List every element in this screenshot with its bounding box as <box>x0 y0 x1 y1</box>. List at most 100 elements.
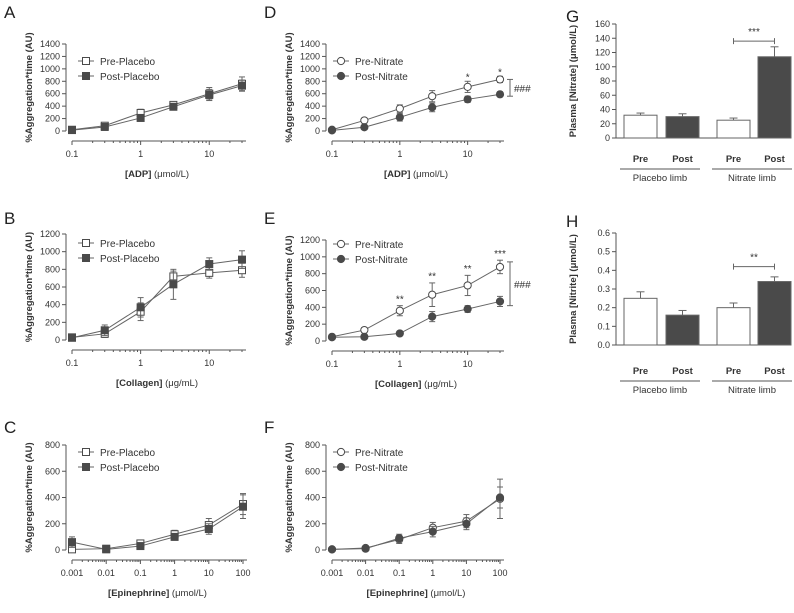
y-axis-title: Plasma [Nitrite] (μmol/L) <box>568 234 579 344</box>
legend-label: Pre-Nitrate <box>355 448 404 459</box>
data-point <box>205 90 214 99</box>
legend-marker <box>82 239 90 247</box>
significance-marker: ** <box>428 272 436 283</box>
x-tick-label: 0.1 <box>326 149 339 159</box>
x-axis-title-unit: (μmol/L) <box>169 588 207 599</box>
x-axis-title: [Collagen] (μg/mL) <box>116 378 198 389</box>
legend-label: Pre-Nitrate <box>355 240 404 251</box>
panel-letter-E: E <box>264 209 275 228</box>
y-tick-label: 0.4 <box>597 265 610 275</box>
data-point <box>360 116 369 125</box>
x-tick-label: 0.1 <box>326 359 339 369</box>
y-tick-label: 0.0 <box>597 340 610 350</box>
data-point <box>495 75 505 84</box>
series-line <box>71 85 243 131</box>
series-line <box>71 259 243 339</box>
data-point <box>463 304 472 314</box>
panel-letter-C: C <box>4 418 16 437</box>
x-axis-title: [Collagen] (μg/mL) <box>375 379 457 390</box>
y-tick-label: 600 <box>45 89 60 99</box>
x-tick-label: 10 <box>204 568 214 578</box>
significance-marker: * <box>466 73 470 84</box>
x-tick-label: 1 <box>397 359 402 369</box>
legend-marker <box>336 71 346 81</box>
x-tick-label: 0.1 <box>66 149 79 159</box>
data-point <box>463 281 472 290</box>
legend-label: Pre-Placebo <box>100 239 155 250</box>
y-tick-label: 200 <box>45 519 60 529</box>
legend-marker <box>336 462 346 472</box>
panel-letter-B: B <box>4 209 15 228</box>
bar <box>623 114 658 139</box>
x-tick-label: 1 <box>138 149 143 159</box>
bar <box>757 281 792 346</box>
bracket-label: ### <box>514 280 531 291</box>
x-axis-title-bold: [Collagen] <box>375 379 421 390</box>
category-label: Post <box>672 154 693 165</box>
y-tick-label: 80 <box>600 76 610 86</box>
y-tick-label: 0.5 <box>597 247 610 257</box>
y-tick-label: 400 <box>305 493 320 503</box>
y-tick-label: 400 <box>305 101 320 111</box>
legend-label: Post-Nitrate <box>355 72 408 83</box>
x-axis-title-bold: [Epinephrine] <box>108 588 169 599</box>
data-point <box>428 312 437 321</box>
group-label: Placebo limb <box>633 385 687 396</box>
legend-label: Pre-Placebo <box>100 448 155 459</box>
data-point <box>204 525 213 533</box>
series-line <box>331 78 501 131</box>
data-point <box>395 534 404 543</box>
series-post-nitrate <box>327 486 505 554</box>
data-point <box>239 502 247 511</box>
legend-label: Post-Placebo <box>100 463 160 474</box>
series-pre-nitrate <box>327 75 505 134</box>
y-tick-label: 0 <box>315 126 320 136</box>
y-tick-label: 1200 <box>40 229 60 239</box>
x-tick-label: 10 <box>204 358 214 368</box>
x-tick-label: 0.01 <box>97 568 115 578</box>
y-tick-label: 200 <box>305 519 320 529</box>
data-point <box>395 329 404 338</box>
data-point <box>495 297 505 306</box>
series-pre-nitrate <box>327 478 505 554</box>
legend-marker <box>82 72 90 80</box>
data-point <box>462 519 471 528</box>
y-tick-label: 1000 <box>40 247 60 257</box>
legend-label: Post-Nitrate <box>355 255 408 266</box>
x-tick-label: 10 <box>463 359 473 369</box>
data-point <box>395 113 404 122</box>
data-point <box>495 262 505 272</box>
y-tick-label: 600 <box>305 466 320 476</box>
y-tick-label: 120 <box>595 48 610 58</box>
x-axis-title-bold: [ADP] <box>384 169 410 180</box>
category-label: Pre <box>726 366 741 377</box>
series-line <box>331 266 501 338</box>
y-axis-title: %Aggregation*time (AU) <box>284 235 295 345</box>
x-axis-title-unit: (μg/mL) <box>162 378 198 389</box>
x-tick-label: 10 <box>204 149 214 159</box>
y-tick-label: 0.2 <box>597 303 610 313</box>
y-tick-label: 0 <box>55 126 60 136</box>
panel-G: G 0 20 40 60 80 100 120 140 160 Plasma [Nitrate] (… <box>566 7 792 184</box>
data-point <box>238 81 246 90</box>
significance-marker: *** <box>494 249 506 260</box>
bar <box>623 297 658 346</box>
series-line <box>71 503 244 550</box>
panel-A: A 0 200 400 600 800 1000 1200 1400 0.1 1 10 %Aggrega… <box>4 3 246 180</box>
series-line <box>331 498 501 550</box>
y-tick-label: 160 <box>595 19 610 29</box>
series-post-nitrate <box>327 295 505 342</box>
series-post-placebo <box>68 79 246 135</box>
panel-B: B 0 200 400 600 800 1000 1200 0.1 1 10 %Aggregation… <box>4 209 246 389</box>
x-tick-label: 10 <box>461 568 471 578</box>
data-point <box>495 90 505 99</box>
category-label: Post <box>672 366 693 377</box>
data-point <box>68 333 76 342</box>
significance-marker: *** <box>748 27 760 38</box>
bar <box>716 307 751 346</box>
y-tick-label: 800 <box>305 440 320 450</box>
panel-letter-A: A <box>4 3 16 22</box>
data-point <box>463 95 472 104</box>
